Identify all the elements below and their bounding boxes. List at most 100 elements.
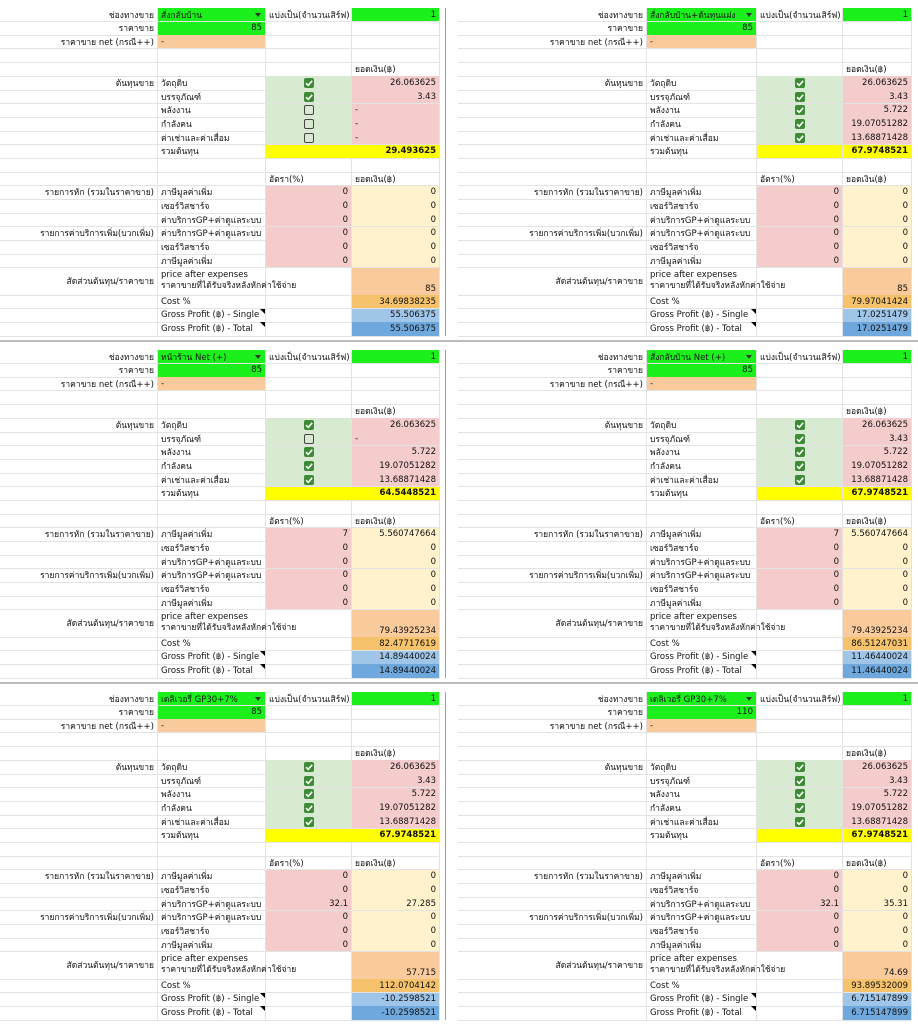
cell xyxy=(458,473,647,488)
deduct-amount: 0 xyxy=(352,568,440,583)
checkbox[interactable] xyxy=(794,132,805,143)
check-mark xyxy=(795,777,804,785)
checkbox-cell xyxy=(757,418,843,433)
checkbox[interactable] xyxy=(303,447,314,458)
checkbox-cell xyxy=(266,90,352,105)
amount-header: ยอดเงิน(฿) xyxy=(352,404,440,419)
rate-value: 0 xyxy=(757,883,843,898)
cell xyxy=(757,650,843,665)
net-price-value: - xyxy=(158,719,266,734)
cell xyxy=(458,391,647,406)
deduct-item: ค่าบริการGP+ค่าดูแลระบบ xyxy=(158,897,266,912)
checkbox[interactable] xyxy=(303,419,314,430)
checkbox[interactable] xyxy=(303,105,314,116)
deduct-amount: 0 xyxy=(843,254,912,269)
channel-dropdown[interactable]: เดลิเวอรี่ GP30+7% xyxy=(647,692,757,707)
cell xyxy=(266,705,352,720)
checkbox[interactable] xyxy=(794,91,805,102)
deduct-item: ค่าบริการGP+ค่าดูแลระบบ xyxy=(158,910,266,925)
channel-dropdown[interactable]: เดลิเวอรี่ GP30+7% xyxy=(158,692,266,707)
check-mark xyxy=(795,818,804,826)
servings-label: แบ่งเป็น(จำนวนเสิร์ฟ) xyxy=(757,692,843,707)
rate-value: 0 xyxy=(266,199,352,214)
rate-value: 7 xyxy=(757,527,843,542)
price-after-value: 85 xyxy=(352,267,440,296)
price-value: 110 xyxy=(647,705,757,720)
gp-single-value: 14.89440024 xyxy=(352,650,440,665)
checkbox[interactable] xyxy=(794,460,805,471)
note-indicator xyxy=(751,992,756,998)
cell xyxy=(0,432,158,447)
checkbox[interactable] xyxy=(794,447,805,458)
checkbox-cell xyxy=(266,473,352,488)
channel-dropdown[interactable]: สั่งกลับบ้าน Net (+) xyxy=(647,350,757,365)
checkbox[interactable] xyxy=(794,433,805,444)
cell xyxy=(0,322,158,337)
cost-amount: 19.07051282 xyxy=(352,801,440,816)
checkbox[interactable] xyxy=(794,789,805,800)
cell xyxy=(0,979,158,994)
deduct-item: ภาษีมูลค่าเพิ่ม xyxy=(647,596,757,611)
cost-item: กำลังคน xyxy=(158,801,266,816)
checkbox[interactable] xyxy=(303,433,314,444)
cell xyxy=(757,842,843,857)
price-after-value: 57.715 xyxy=(352,951,440,980)
deduct-amount: 0 xyxy=(843,185,912,200)
cell xyxy=(158,842,266,857)
price-label: ราคาขาย xyxy=(458,21,647,36)
cell xyxy=(0,49,158,64)
check-mark xyxy=(795,134,804,142)
block-separator xyxy=(0,340,918,342)
checkbox-cell xyxy=(757,117,843,132)
cell xyxy=(0,144,158,159)
cell xyxy=(458,774,647,789)
total-cost-label: รวมต้นทุน xyxy=(647,144,757,159)
checkbox[interactable] xyxy=(303,761,314,772)
checkbox[interactable] xyxy=(303,132,314,143)
checkbox[interactable] xyxy=(794,77,805,88)
cell xyxy=(266,404,352,419)
net-price-value: - xyxy=(647,719,757,734)
price-after-label: price after expenses ราคาขายที่ได้รับจริง… xyxy=(158,609,296,638)
checkbox[interactable] xyxy=(303,77,314,88)
deduct-item: ค่าบริการGP+ค่าดูแลระบบ xyxy=(158,226,266,241)
deduct-section-label: รายการหัก (รวมในราคาขาย) xyxy=(0,185,158,200)
cost-ratio-label: สัดส่วนต้นทุน/ราคาขาย xyxy=(458,609,647,638)
cell xyxy=(458,1006,647,1021)
checkbox[interactable] xyxy=(303,816,314,827)
checkbox[interactable] xyxy=(794,105,805,116)
cost-pct-value: 86.51247031 xyxy=(843,637,912,652)
rate-value: 0 xyxy=(757,555,843,570)
cell xyxy=(0,514,158,529)
rate-value: 0 xyxy=(757,213,843,228)
checkbox[interactable] xyxy=(794,419,805,430)
cost-amount: - xyxy=(352,117,440,132)
deduct-amount: 0 xyxy=(352,226,440,241)
checkbox[interactable] xyxy=(303,789,314,800)
gp-single-label: Gross Profit (฿) - Single xyxy=(158,650,266,665)
checkbox[interactable] xyxy=(794,775,805,786)
checkbox[interactable] xyxy=(303,91,314,102)
cell xyxy=(0,596,158,611)
cell xyxy=(0,801,158,816)
channel-dropdown[interactable]: สั่งกลับบ้าน+ต้นทุนแฝง xyxy=(647,8,757,23)
checkbox[interactable] xyxy=(794,118,805,129)
channel-dropdown[interactable]: สั่งกลับบ้าน xyxy=(158,8,266,23)
checkbox[interactable] xyxy=(794,816,805,827)
checkbox[interactable] xyxy=(303,802,314,813)
checkbox[interactable] xyxy=(303,460,314,471)
cell xyxy=(647,49,757,64)
checkbox[interactable] xyxy=(794,474,805,485)
channel-dropdown[interactable]: หน้าร้าน Net (+) xyxy=(158,350,266,365)
checkbox[interactable] xyxy=(794,802,805,813)
checkbox[interactable] xyxy=(303,474,314,485)
checkbox[interactable] xyxy=(303,118,314,129)
cell xyxy=(158,391,266,406)
amount-header: ยอดเงิน(฿) xyxy=(843,514,912,529)
cell xyxy=(266,500,352,515)
price-label: ราคาขาย xyxy=(0,705,158,720)
rate-value: 0 xyxy=(757,568,843,583)
checkbox-cell xyxy=(266,432,352,447)
checkbox[interactable] xyxy=(303,775,314,786)
checkbox[interactable] xyxy=(794,761,805,772)
